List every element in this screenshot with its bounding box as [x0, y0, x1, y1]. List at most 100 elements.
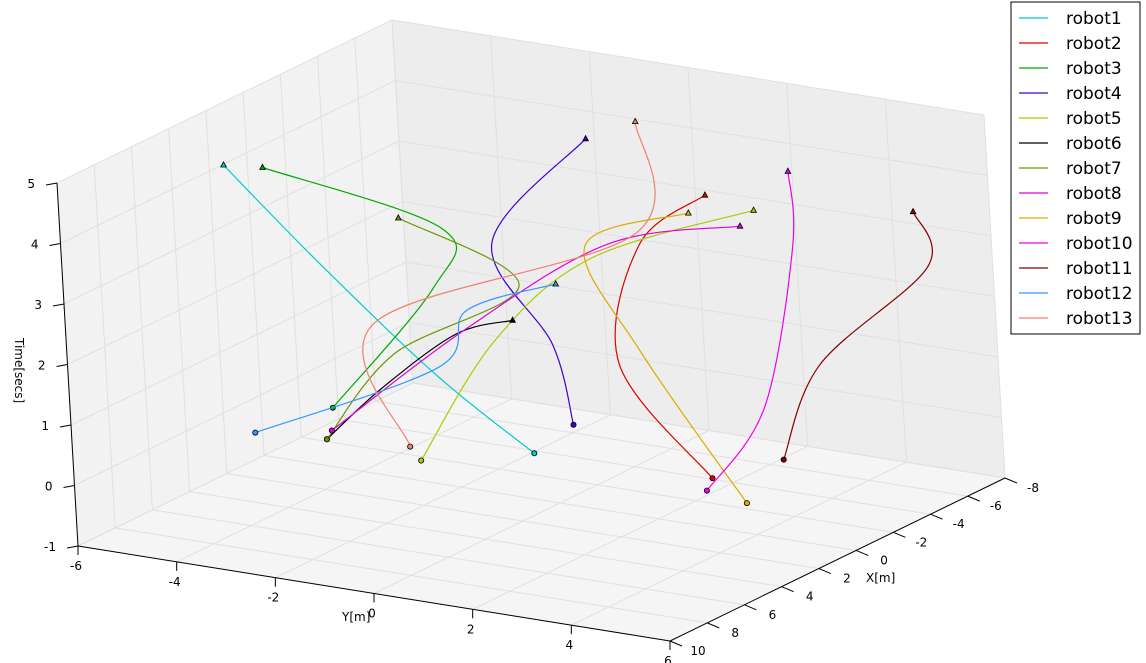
z-grid-left [67, 201, 403, 365]
z-tick [59, 424, 72, 428]
robot7-trajectory [326, 217, 520, 440]
robot5-trajectory [420, 209, 754, 461]
z-tick [49, 243, 61, 246]
robot3-end-marker [259, 163, 266, 170]
y-tick-label: -4 [169, 575, 181, 589]
legend-entry-robot6: robot6 [1066, 134, 1122, 154]
z-tick [63, 485, 75, 488]
y-grid-floor [571, 461, 907, 626]
robot11-start-marker [780, 456, 787, 463]
x-tick-label: 4 [806, 590, 814, 604]
x-tick-label: 10 [690, 644, 705, 658]
y-tick-label: 4 [565, 638, 573, 652]
y-axis-label: Y[m] [341, 610, 370, 624]
robot7-start-marker [323, 436, 330, 443]
y-grid-floor [176, 398, 512, 563]
z-tick [56, 364, 68, 367]
robot5-start-marker [418, 457, 425, 464]
legend-entry-robot7: robot7 [1066, 159, 1122, 179]
x-axis-line [669, 477, 1006, 642]
z-grid-back [405, 261, 999, 358]
x-tick [967, 495, 980, 502]
legend-entry-robot9: robot9 [1066, 209, 1122, 229]
x-tick-label: -6 [990, 499, 1002, 513]
z-grid-back [395, 80, 988, 176]
z-tick [66, 545, 79, 549]
legend-entry-robot10: robot10 [1066, 234, 1133, 254]
y-tick-label: 0 [368, 607, 376, 621]
x-axis-label: X[m] [866, 571, 895, 585]
z-tick-label: 2 [38, 359, 46, 373]
x-tick-label: -8 [1027, 481, 1039, 495]
z-tick-label: 1 [41, 419, 49, 433]
robot8-trajectory [331, 225, 741, 431]
legend: robot1 robot2 robot3 robot4 robot5 robot6 robo… [1010, 1, 1141, 335]
tick-labels: -6 -4 -2 0 2 4 6 -8 -6 -4 -2 0 2 4 6 8 10 -1 0 1 2 3 4 5 [27, 177, 1039, 663]
z-grid-back [409, 322, 1002, 418]
z-grid-left [70, 261, 407, 426]
x-tick [818, 568, 832, 575]
robot8-end-marker [736, 222, 744, 229]
robot2-start-marker [709, 475, 716, 482]
x-tick-label: 6 [769, 608, 777, 622]
legend-entry-robot1: robot1 [1066, 9, 1122, 29]
x-tick [669, 640, 683, 647]
z-tick-label: 3 [34, 298, 42, 312]
x-tick [744, 604, 757, 611]
y-tick-label: 2 [467, 622, 475, 636]
robot7-end-marker [394, 213, 402, 221]
x-tick [781, 586, 794, 593]
axis-ticks [45, 182, 1018, 650]
x-tick-label: -2 [915, 535, 927, 549]
robot8-start-marker [328, 427, 335, 434]
z-tick-label: -1 [44, 540, 56, 554]
z-axis-label: Time[secs] [12, 337, 26, 403]
legend-entry-robot3: robot3 [1066, 59, 1122, 79]
z-grid-back [391, 19, 985, 116]
z-grid-left [60, 80, 396, 244]
robot10-end-marker [784, 167, 792, 174]
z-grid-left [56, 19, 393, 184]
robot4-start-marker [570, 421, 577, 428]
legend-entry-robot4: robot4 [1066, 84, 1122, 104]
robot6-end-marker [509, 316, 517, 323]
y-grid-floor [373, 430, 710, 594]
z-tick-label: 0 [45, 480, 53, 494]
robot10-trajectory [706, 171, 795, 491]
robot9-trajectory [583, 212, 748, 504]
robot12-start-marker [252, 429, 259, 436]
y-tick-label: -2 [267, 591, 279, 605]
z-tick-label: 5 [27, 177, 35, 191]
x-tick [1004, 477, 1018, 484]
z-tick [45, 182, 58, 186]
y-tick-label: -6 [70, 559, 82, 573]
robot1-end-marker [220, 160, 227, 168]
legend-entry-robot11: robot11 [1066, 259, 1133, 279]
x-tick-label: -4 [953, 517, 965, 531]
x-tick-label: 2 [843, 572, 851, 586]
robot13-trajectory [362, 121, 656, 447]
z-tick-label: 4 [31, 238, 39, 252]
robot9-start-marker [743, 500, 750, 507]
robot5-end-marker [750, 206, 758, 213]
y-tick-label: 6 [664, 654, 672, 663]
robot3-trajectory [262, 166, 458, 409]
robot13-end-marker [631, 117, 639, 124]
legend-entry-robot2: robot2 [1066, 34, 1122, 54]
axes-panes [57, 20, 1005, 641]
z-grid-back [402, 201, 995, 297]
x-tick [855, 549, 869, 556]
robot9-end-marker [684, 209, 692, 216]
x-tick [707, 622, 720, 629]
robot12-trajectory [255, 283, 556, 434]
x-tick [893, 531, 906, 538]
robot2-end-marker [701, 191, 709, 198]
x-tick [930, 513, 943, 520]
trajectory-series [220, 117, 934, 507]
x-tick-label: 8 [731, 626, 739, 640]
z-tick [52, 303, 65, 307]
robot11-trajectory [783, 211, 934, 460]
x-tick-label: 0 [880, 553, 888, 567]
y-grid-floor [472, 445, 808, 610]
